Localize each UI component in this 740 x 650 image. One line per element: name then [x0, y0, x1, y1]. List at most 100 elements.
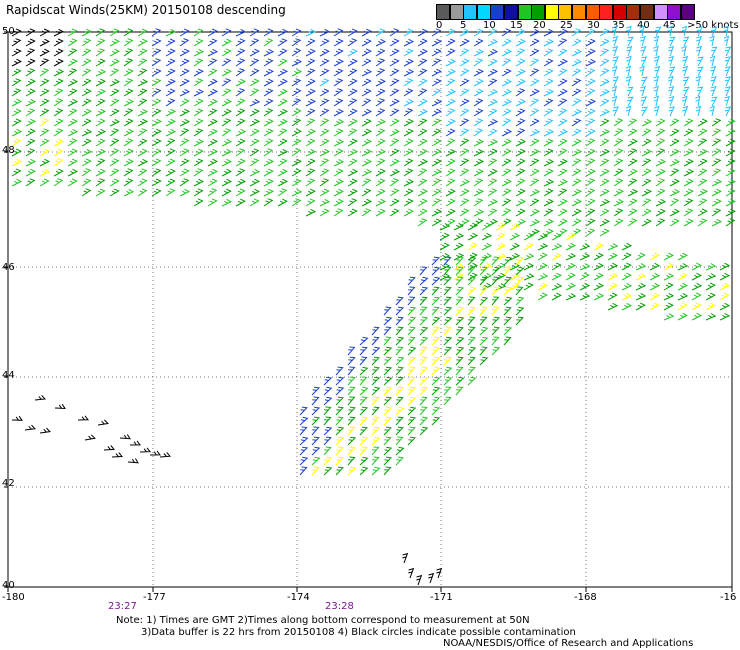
wind-barb: [621, 252, 632, 261]
wind-barb: [311, 396, 320, 406]
wind-barb: [417, 88, 428, 97]
wind-barb: [319, 168, 330, 177]
wind-barb: [371, 336, 380, 346]
wind-barb: [439, 232, 450, 241]
wind-barb: [459, 78, 470, 87]
wind-barb: [419, 286, 429, 296]
wind-barb: [305, 198, 316, 207]
wind-barb: [305, 128, 316, 137]
wind-barb: [335, 436, 345, 446]
wind-barb: [263, 98, 274, 107]
wind-barb: [649, 252, 660, 261]
wind-barb: [335, 396, 345, 406]
wind-barb: [389, 168, 401, 177]
wind-barb: [395, 336, 405, 346]
wind-barb: [419, 416, 429, 426]
wind-barb: [487, 98, 499, 107]
colorbar-label: >50 knots: [687, 20, 739, 31]
wind-barb: [431, 266, 441, 276]
wind-barb: [305, 38, 316, 47]
wind-barb: [123, 28, 134, 37]
wind-barb: [479, 256, 488, 266]
wind-barb: [683, 218, 694, 227]
wind-barb: [557, 118, 568, 127]
wind-barb: [403, 108, 414, 117]
wind-barb: [523, 232, 534, 241]
wind-barb: [515, 108, 526, 117]
wind-barb: [81, 98, 92, 107]
wind-barb: [495, 242, 507, 251]
wind-barb: [571, 88, 582, 97]
wind-barb: [445, 208, 456, 217]
wind-barb: [419, 346, 428, 356]
wind-barb: [459, 28, 470, 37]
wind-barb: [25, 178, 36, 187]
wind-barb: [725, 158, 736, 167]
wind-barb: [503, 306, 512, 316]
wind-barb: [459, 178, 471, 187]
wind-barb: [193, 68, 204, 77]
wind-barb: [235, 108, 246, 117]
wind-barb: [509, 223, 521, 231]
wind-barb: [207, 28, 218, 37]
wind-barb: [299, 426, 308, 436]
wind-barb: [403, 168, 414, 177]
wind-barb: [263, 48, 275, 57]
wind-barb: [417, 198, 428, 207]
wind-barb: [179, 158, 190, 167]
wind-barb: [419, 356, 428, 366]
wind-barb: [403, 128, 414, 137]
colorbar-swatch: [476, 4, 491, 20]
wind-barb: [305, 58, 316, 67]
wind-barb: [487, 208, 498, 217]
wind-barb: [655, 188, 666, 197]
wind-barb: [467, 272, 478, 281]
wind-barb: [193, 28, 204, 37]
wind-barb: [235, 88, 246, 97]
wind-barb: [359, 446, 368, 456]
wind-barb: [501, 208, 512, 217]
wind-barb: [311, 456, 321, 466]
wind-barb: [333, 168, 344, 177]
wind-barb: [467, 262, 478, 271]
wind-barb: [705, 273, 717, 281]
wind-barb: [359, 356, 368, 366]
note-line-1: Note: 1) Times are GMT 2)Times along bot…: [116, 615, 530, 626]
wind-barb: [635, 273, 647, 281]
wind-barb: [599, 38, 610, 47]
wind-barb: [95, 38, 106, 47]
wind-barb: [663, 292, 675, 301]
wind-barb: [710, 26, 718, 37]
wind-barb: [473, 138, 485, 147]
wind-barb: [691, 262, 702, 271]
wind-barb: [473, 98, 484, 107]
wind-barb: [109, 78, 121, 87]
wind-barb: [551, 243, 563, 251]
wind-barb: [375, 108, 386, 117]
wind-barb: [371, 446, 380, 456]
wind-barb: [557, 28, 568, 37]
wind-barb: [417, 28, 428, 37]
wind-barb: [11, 78, 22, 87]
wind-barb: [543, 108, 554, 117]
wind-barb: [11, 28, 22, 37]
wind-barb: [445, 168, 456, 177]
wind-barb: [389, 198, 400, 207]
wind-barb: [613, 188, 625, 197]
wind-barb: [305, 108, 316, 117]
wind-barb: [705, 282, 716, 291]
wind-barb: [725, 168, 736, 177]
wind-barb: [39, 158, 51, 167]
wind-barb: [443, 356, 453, 366]
wind-barb: [467, 336, 476, 346]
colorbar-swatch: [436, 4, 450, 20]
wind-barb: [137, 98, 148, 107]
wind-barb: [529, 198, 540, 207]
wind-barb: [53, 68, 65, 77]
wind-barb: [557, 108, 568, 117]
wind-barb: [291, 78, 302, 87]
wind-barb: [641, 158, 652, 167]
wind-barb: [455, 346, 465, 356]
wind-barb: [39, 78, 50, 87]
